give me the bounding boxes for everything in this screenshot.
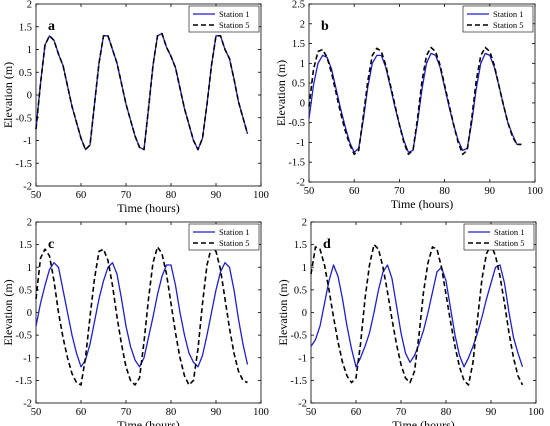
x-tick-label: 50: [304, 186, 315, 197]
x-tick-label: 100: [528, 407, 544, 418]
y-tick-label: 0.5: [294, 285, 307, 296]
panel-label: a: [48, 19, 55, 34]
y-tick-label: 1: [27, 45, 32, 56]
y-tick-label: -1.5: [15, 376, 32, 387]
x-tick-label: 90: [211, 190, 222, 201]
x-tick-label: 80: [439, 186, 450, 197]
x-tick-label: 60: [351, 407, 362, 418]
legend-box: [188, 5, 260, 33]
y-tick-label: 1: [300, 59, 305, 70]
x-tick-label: 90: [486, 407, 497, 418]
x-axis-label: Time (hours): [392, 418, 455, 426]
legend-box: [463, 223, 535, 251]
y-tick-label: -0.5: [290, 331, 307, 342]
x-tick-label: 60: [349, 186, 360, 197]
y-tick-label: 2: [27, 218, 32, 229]
x-tick-label: 50: [306, 407, 317, 418]
y-tick-label: -2: [298, 399, 307, 410]
legend-label: Station 5: [219, 20, 249, 30]
legend-label: Station 1: [219, 9, 249, 19]
series-line-1: [35, 32, 249, 151]
y-tick-label: 1.5: [294, 240, 307, 251]
y-tick-label: 2.5: [292, 0, 305, 11]
x-tick-label: 50: [31, 407, 42, 418]
legend-label: Station 5: [493, 20, 523, 30]
y-axis-label: Elevation (m): [1, 279, 15, 345]
series-line-1: [35, 262, 249, 368]
panel-label: d: [323, 237, 331, 252]
legend-label: Station 1: [219, 227, 249, 237]
panel-b: 50 60 70 80 90 100 -2 -1.5 -1 -0.5 0 0.5 1 1.5 2 2.5 Tim…: [274, 0, 543, 211]
y-tick-label: 0.5: [19, 68, 32, 79]
series-line-2: [308, 46, 522, 156]
y-tick-label: 0: [302, 308, 307, 319]
y-tick-label: -0.5: [288, 118, 305, 129]
y-tick-label: 1: [27, 263, 32, 274]
x-axis-label: Time (hours): [117, 418, 180, 426]
y-tick-label: 1: [302, 263, 307, 274]
y-tick-label: -1.5: [288, 158, 305, 169]
legend-label: Station 5: [219, 238, 249, 248]
y-tick-label: -2: [23, 399, 32, 410]
x-tick-label: 100: [253, 407, 269, 418]
x-tick-label: 60: [76, 190, 87, 201]
x-tick-label: 100: [527, 186, 543, 197]
legend-label: Station 5: [494, 238, 524, 248]
panel-label: b: [321, 19, 329, 34]
y-tick-label: -2: [296, 178, 305, 189]
x-tick-label: 70: [121, 190, 132, 201]
y-tick-label: 2: [300, 19, 305, 30]
y-tick-label: 0.5: [19, 285, 32, 296]
legend-label: Station 1: [494, 227, 524, 237]
y-tick-label: 1.5: [19, 22, 32, 33]
x-tick-label: 90: [211, 407, 222, 418]
x-tick-label: 100: [253, 190, 269, 201]
x-tick-label: 90: [485, 186, 496, 197]
y-tick-label: -2: [23, 182, 32, 193]
x-tick-label: 70: [396, 407, 407, 418]
legend-box: [188, 223, 260, 251]
y-tick-label: -0.5: [15, 113, 32, 124]
y-tick-label: 0.5: [292, 79, 305, 90]
y-tick-label: -1: [23, 353, 32, 364]
x-axis-label: Time (hours): [117, 201, 180, 215]
series-line-1: [308, 52, 522, 153]
y-tick-label: 2: [302, 218, 307, 229]
y-tick-label: 0: [300, 98, 305, 109]
y-tick-label: -1: [298, 353, 307, 364]
x-tick-label: 80: [166, 190, 177, 201]
y-tick-label: -1: [23, 136, 32, 147]
x-tick-label: 60: [76, 407, 87, 418]
legend-box: [462, 5, 534, 33]
x-tick-label: 50: [31, 190, 42, 201]
legend-label: Station 1: [493, 9, 523, 19]
y-tick-label: 0: [27, 308, 32, 319]
y-tick-label: -1: [296, 138, 305, 149]
y-tick-label: 1.5: [19, 240, 32, 251]
y-axis-label: Elevation (m): [274, 60, 288, 126]
y-tick-label: 0: [27, 91, 32, 102]
x-axis-label: Time (hours): [391, 197, 454, 211]
panel-c: 50 60 70 80 90 100 -2 -1.5 -1 -0.5 0 0.5 1 1.5 2 Time (…: [1, 218, 269, 426]
series-line-2: [35, 32, 249, 151]
y-axis-label: Elevation (m): [276, 279, 290, 345]
series-line-2: [310, 243, 524, 386]
y-tick-label: 2: [27, 0, 32, 11]
panel-label: c: [48, 237, 54, 252]
x-tick-label: 80: [441, 407, 452, 418]
x-tick-label: 80: [166, 407, 177, 418]
panel-a: 50 60 70 80 90 100 -2 -1.5 -1 -0.5 0 0.5 1 1.5 2 Time (…: [1, 0, 269, 215]
y-tick-label: 1.5: [292, 39, 305, 50]
y-tick-label: -1.5: [15, 159, 32, 170]
panel-d: 50 60 70 80 90 100 -2 -1.5 -1 -0.5 0 0.5 1 1.5 2 Time (…: [276, 218, 544, 426]
y-tick-label: -1.5: [290, 376, 307, 387]
y-tick-label: -0.5: [15, 331, 32, 342]
x-tick-label: 70: [394, 186, 405, 197]
x-tick-label: 70: [121, 407, 132, 418]
y-axis-label: Elevation (m): [1, 62, 15, 128]
axes-frame: [308, 3, 536, 183]
